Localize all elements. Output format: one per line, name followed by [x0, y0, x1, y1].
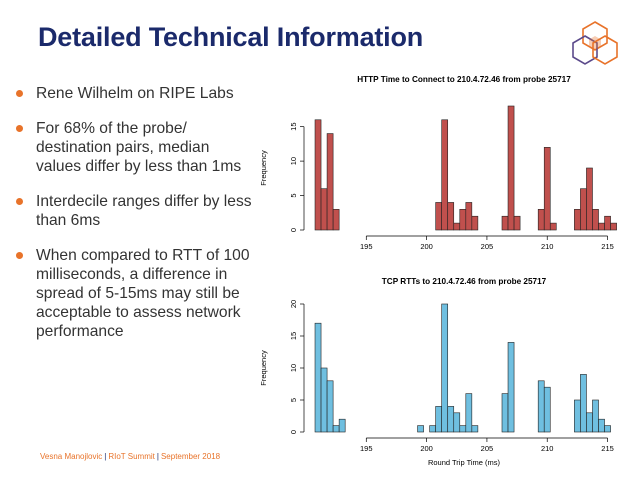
histogram-bar	[604, 425, 611, 433]
histogram-bar	[507, 342, 515, 433]
histogram-bar	[586, 167, 593, 231]
histogram-bar	[453, 412, 461, 433]
histogram-bar	[314, 322, 322, 433]
histogram-bar	[598, 222, 605, 231]
histogram-bar	[459, 209, 467, 231]
histogram-bar	[580, 374, 587, 433]
histogram-bar	[604, 215, 611, 231]
histogram-bar	[549, 222, 557, 231]
histogram-bar	[537, 209, 545, 231]
histogram-bar	[592, 209, 599, 231]
histogram-bar	[543, 147, 551, 231]
histogram-bar	[543, 386, 551, 433]
x-tick-label: 195	[360, 444, 373, 453]
y-axis-label: Frequency	[259, 350, 268, 386]
bullet-item: When compared to RTT of 100 milliseconds…	[14, 246, 254, 341]
histogram-bar	[320, 188, 328, 231]
histogram-bar	[314, 119, 322, 231]
histogram-bar	[326, 380, 334, 433]
histogram-bar	[471, 215, 479, 231]
bullet-text: When compared to RTT of 100 milliseconds…	[36, 247, 250, 340]
histogram-bar	[453, 222, 461, 231]
histogram-bar	[441, 119, 449, 231]
histogram-bar	[338, 418, 346, 433]
footer-separator: |	[104, 452, 107, 461]
bullet-text: Rene Wilhelm on RIPE Labs	[36, 85, 234, 102]
x-tick-label: 200	[420, 242, 433, 251]
bullet-item: For 68% of the probe/ destination pairs,…	[14, 119, 254, 176]
histogram-bar	[435, 406, 442, 433]
histogram-bar	[326, 133, 334, 231]
slide-title: Detailed Technical Information	[38, 22, 424, 52]
histogram-bar	[320, 367, 328, 433]
y-tick-label: 15	[289, 122, 298, 130]
histogram-bar	[465, 202, 473, 231]
histogram-bar	[574, 209, 581, 231]
y-tick-label: 0	[289, 228, 298, 232]
histogram-bar	[501, 215, 509, 231]
x-tick-label: 215	[601, 242, 614, 251]
histogram-bar	[417, 425, 424, 433]
footer-event: RIoT Summit	[108, 452, 155, 461]
histogram-bar	[501, 393, 509, 433]
x-tick-label: 205	[481, 444, 494, 453]
footer-separator: |	[156, 452, 159, 461]
bullet-text: For 68% of the probe/ destination pairs,…	[36, 120, 242, 175]
histogram-bar	[507, 105, 515, 231]
y-tick-label: 5	[289, 193, 298, 197]
histogram-bar	[574, 399, 581, 433]
chart-title: TCP RTTs to 210.4.72.46 from probe 25717	[382, 277, 547, 286]
y-axis-label: Frequency	[259, 150, 268, 186]
footer-date: September 2018	[160, 452, 221, 461]
chart-title: HTTP Time to Connect to 210.4.72.46 from…	[357, 75, 571, 84]
bullet-dot-icon	[16, 252, 23, 259]
footer: Vesna Manojlovic | RIoT Summit | September 2…	[40, 452, 220, 461]
y-tick-label: 5	[289, 398, 298, 402]
histogram-bar	[459, 425, 467, 433]
x-tick-label: 215	[601, 444, 614, 453]
x-tick-label: 210	[541, 242, 554, 251]
histogram-bar	[586, 412, 593, 433]
y-tick-label: 15	[289, 332, 298, 340]
footer-author: Vesna Manojlovic	[40, 452, 103, 461]
histogram-bar	[435, 202, 442, 231]
ripe-ncc-logo-icon	[572, 21, 618, 65]
histogram-bar	[592, 399, 599, 433]
histogram-bar	[429, 425, 436, 433]
histogram-bar	[513, 215, 521, 231]
x-tick-label: 205	[481, 242, 494, 251]
x-tick-label: 200	[420, 444, 433, 453]
bullet-dot-icon	[16, 125, 23, 132]
histogram-bar	[447, 406, 455, 433]
histogram-bar	[537, 380, 545, 433]
histogram-bar	[332, 209, 340, 231]
bullet-item: Rene Wilhelm on RIPE Labs	[14, 84, 254, 103]
histogram-bar	[598, 418, 605, 433]
histogram-bar	[332, 425, 340, 433]
y-tick-label: 0	[289, 430, 298, 434]
y-tick-label: 20	[289, 300, 298, 308]
y-tick-label: 10	[289, 157, 298, 165]
x-tick-label: 210	[541, 444, 554, 453]
bullet-text: Interdecile ranges differ by less than 6…	[36, 193, 252, 229]
x-axis-label: Round Trip Time (ms)	[428, 458, 501, 467]
histogram-charts: HTTP Time to Connect to 210.4.72.46 from…	[259, 75, 617, 467]
bullet-dot-icon	[16, 198, 23, 205]
bullet-dot-icon	[16, 90, 23, 97]
bullet-list: Rene Wilhelm on RIPE Labs For 68% of the…	[14, 84, 254, 357]
histogram-bar	[471, 425, 479, 433]
y-tick-label: 10	[289, 364, 298, 372]
histogram-bar	[447, 202, 455, 231]
x-tick-label: 195	[360, 242, 373, 251]
histogram-bar	[465, 393, 473, 433]
bullet-item: Interdecile ranges differ by less than 6…	[14, 192, 254, 230]
histogram-bar	[441, 303, 449, 433]
histogram-bar	[610, 222, 617, 231]
histogram-bar	[580, 188, 587, 231]
